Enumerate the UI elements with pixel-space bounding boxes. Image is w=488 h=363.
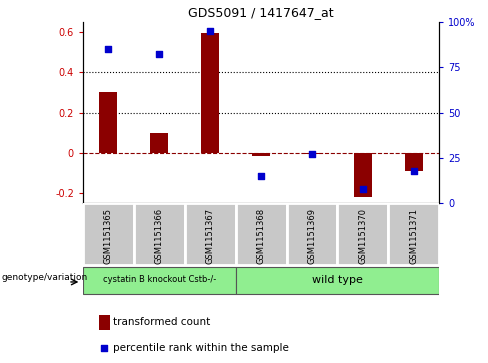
Bar <box>99 315 109 330</box>
Point <box>206 28 214 34</box>
FancyBboxPatch shape <box>388 203 439 265</box>
Text: GSM1151368: GSM1151368 <box>257 208 265 264</box>
FancyBboxPatch shape <box>236 266 439 294</box>
FancyBboxPatch shape <box>83 266 236 294</box>
FancyBboxPatch shape <box>134 203 185 265</box>
Text: cystatin B knockout Cstb-/-: cystatin B knockout Cstb-/- <box>102 275 216 284</box>
FancyBboxPatch shape <box>337 203 388 265</box>
Point <box>359 186 367 192</box>
Point <box>410 168 418 174</box>
Bar <box>354 153 372 197</box>
FancyBboxPatch shape <box>236 203 286 265</box>
FancyBboxPatch shape <box>286 203 337 265</box>
Text: wild type: wild type <box>312 275 363 285</box>
Text: GSM1151369: GSM1151369 <box>307 208 317 264</box>
Text: GSM1151365: GSM1151365 <box>104 208 113 264</box>
Text: GSM1151367: GSM1151367 <box>205 208 215 264</box>
Text: transformed count: transformed count <box>113 317 211 327</box>
FancyBboxPatch shape <box>83 203 134 265</box>
Point <box>104 46 112 52</box>
Title: GDS5091 / 1417647_at: GDS5091 / 1417647_at <box>188 6 334 19</box>
Bar <box>252 153 270 156</box>
Text: GSM1151366: GSM1151366 <box>155 208 164 264</box>
FancyBboxPatch shape <box>185 203 236 265</box>
Text: genotype/variation: genotype/variation <box>1 273 88 282</box>
Bar <box>405 153 423 171</box>
Bar <box>201 33 219 153</box>
Point <box>257 173 265 179</box>
Text: GSM1151371: GSM1151371 <box>409 208 418 264</box>
Point <box>308 151 316 157</box>
Bar <box>100 92 117 153</box>
Point <box>100 345 108 351</box>
Bar <box>303 153 321 154</box>
Text: GSM1151370: GSM1151370 <box>358 208 367 264</box>
Bar <box>150 133 168 153</box>
Point <box>155 52 163 57</box>
Text: percentile rank within the sample: percentile rank within the sample <box>113 343 289 353</box>
